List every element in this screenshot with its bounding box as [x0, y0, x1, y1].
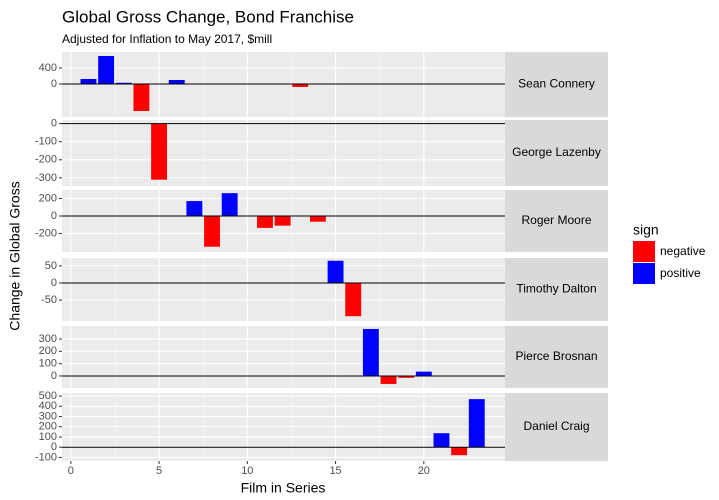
x-tick-label: 5 — [156, 465, 162, 477]
y-tick-label: 400 — [39, 400, 57, 412]
y-tick-label: -300 — [35, 172, 57, 184]
bar — [362, 328, 379, 376]
y-tick-label: -50 — [41, 294, 57, 306]
bar — [274, 215, 291, 226]
bar — [133, 84, 150, 111]
y-tick-label: 0 — [51, 210, 57, 222]
y-tick-label: -200 — [35, 227, 57, 239]
panel-background — [62, 258, 505, 321]
bar — [204, 215, 220, 247]
legend-label: positive — [660, 266, 701, 280]
x-tick-label: 10 — [241, 465, 253, 477]
y-tick-label: -200 — [35, 154, 57, 166]
x-tick-label: 15 — [329, 465, 341, 477]
y-tick-label: 50 — [45, 260, 57, 272]
x-tick-label: 0 — [68, 465, 74, 477]
bar — [168, 80, 185, 84]
chart-title: Global Gross Change, Bond Franchise — [62, 7, 354, 26]
y-tick-label: 200 — [39, 192, 57, 204]
x-axis-label: Film in Series — [241, 480, 326, 496]
y-tick-label: 400 — [39, 62, 57, 74]
y-tick-label: -100 — [35, 136, 57, 148]
bar — [398, 375, 415, 378]
strip-label: George Lazenby — [512, 145, 601, 159]
bar — [151, 123, 168, 180]
bar — [327, 260, 344, 283]
strip-background — [505, 393, 608, 461]
legend-title: sign — [633, 222, 659, 238]
strip-background — [505, 258, 608, 321]
strip-label: Roger Moore — [521, 213, 591, 227]
strip-label: Daniel Craig — [523, 419, 589, 433]
strip-background — [505, 52, 608, 117]
legend-key — [633, 241, 655, 262]
y-tick-label: 0 — [51, 118, 57, 130]
y-tick-label: 100 — [39, 358, 57, 370]
y-axis-label: Change in Global Gross — [7, 181, 23, 330]
bar — [433, 433, 450, 448]
bar — [221, 193, 238, 216]
y-tick-label: 0 — [51, 370, 57, 382]
y-tick-label: 200 — [39, 345, 57, 357]
x-tick-label: 20 — [418, 465, 430, 477]
y-tick-label: 100 — [39, 431, 57, 443]
chart-subtitle: Adjusted for Inflation to May 2017, $mil… — [62, 32, 272, 46]
y-tick-label: 0 — [51, 277, 57, 289]
y-tick-label: 0 — [51, 78, 57, 90]
strip-background — [505, 326, 608, 388]
legend-key — [633, 263, 655, 284]
y-tick-label: 200 — [39, 421, 57, 433]
panel-background — [62, 326, 505, 388]
bar — [80, 79, 97, 84]
strip-background — [505, 190, 608, 252]
bar — [451, 447, 468, 456]
legend-label: negative — [660, 244, 706, 258]
bar — [292, 84, 309, 87]
bar — [309, 215, 326, 222]
bar — [115, 82, 132, 84]
strip-label: Sean Connery — [518, 77, 595, 91]
bar — [415, 371, 432, 376]
y-tick-label: 500 — [39, 390, 57, 402]
bar — [98, 56, 115, 84]
bar — [468, 399, 485, 448]
bar — [257, 215, 273, 228]
y-tick-label: -100 — [35, 451, 57, 463]
y-tick-label: 300 — [39, 410, 57, 422]
panel-background — [62, 120, 505, 186]
y-tick-label: 300 — [39, 333, 57, 345]
strip-label: Pierce Brosnan — [515, 349, 597, 363]
bar — [345, 282, 362, 317]
bar — [380, 375, 397, 384]
y-tick-label: 0 — [51, 441, 57, 453]
bar — [186, 201, 203, 216]
strip-label: Timothy Dalton — [516, 282, 596, 296]
strip-background — [505, 120, 608, 186]
